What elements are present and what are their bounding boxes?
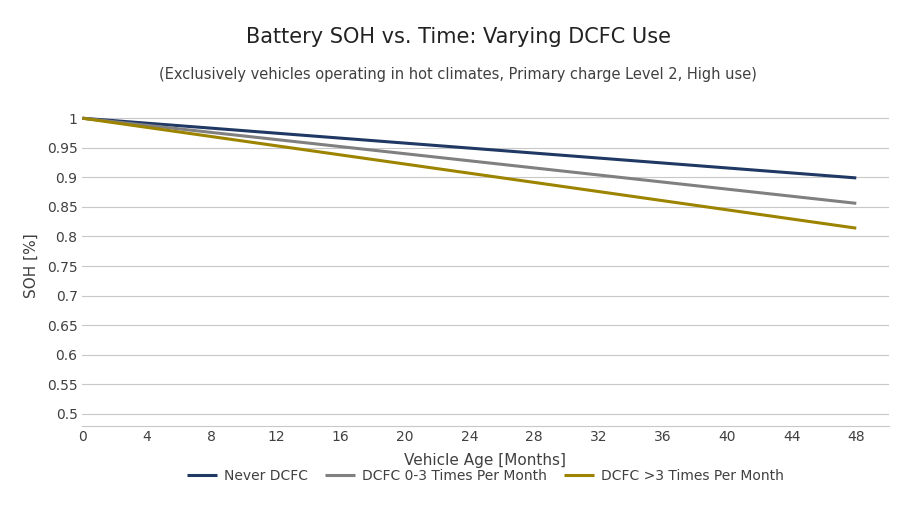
- Text: (Exclusively vehicles operating in hot climates, Primary charge Level 2, High us: (Exclusively vehicles operating in hot c…: [159, 66, 757, 81]
- Legend: Never DCFC, DCFC 0-3 Times Per Month, DCFC >3 Times Per Month: Never DCFC, DCFC 0-3 Times Per Month, DC…: [181, 464, 790, 489]
- Y-axis label: SOH [%]: SOH [%]: [24, 234, 38, 298]
- Text: Battery SOH vs. Time: Varying DCFC Use: Battery SOH vs. Time: Varying DCFC Use: [245, 27, 671, 47]
- X-axis label: Vehicle Age [Months]: Vehicle Age [Months]: [405, 453, 566, 468]
